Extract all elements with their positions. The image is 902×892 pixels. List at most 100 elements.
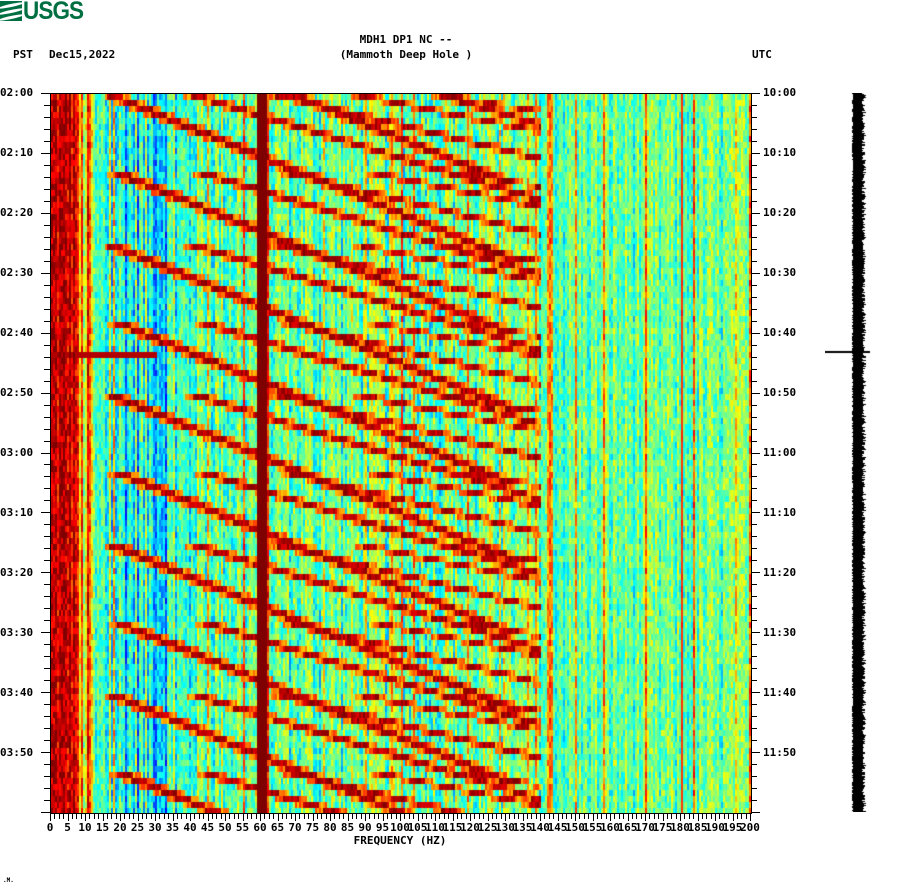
y-tick-left <box>44 620 50 621</box>
x-tick <box>278 813 279 821</box>
spectrogram-canvas <box>51 94 751 813</box>
x-tick <box>186 813 187 819</box>
y-tick-left <box>44 800 50 801</box>
x-tick <box>129 813 130 819</box>
x-tick <box>299 813 300 819</box>
x-tick-label: 70 <box>288 821 302 834</box>
x-tick <box>680 813 681 821</box>
x-tick <box>103 813 104 821</box>
y-tick-right <box>751 740 757 741</box>
y-tick-label-left: 03:40 <box>0 686 34 699</box>
x-tick <box>676 813 677 819</box>
y-tick-right <box>751 512 760 513</box>
y-tick-left <box>44 548 50 549</box>
x-tick <box>614 813 615 819</box>
x-tick <box>505 813 506 821</box>
x-tick-label: 120 <box>460 821 480 834</box>
x-tick <box>361 813 362 819</box>
y-tick-right <box>751 153 760 154</box>
x-tick <box>715 813 716 821</box>
y-tick-left <box>44 141 50 142</box>
y-tick-right <box>751 584 757 585</box>
x-tick-label: 130 <box>495 821 515 834</box>
y-tick-right <box>751 656 757 657</box>
y-tick-right <box>751 273 760 274</box>
y-tick-left <box>44 285 50 286</box>
y-tick-label-right: 10:40 <box>763 326 797 339</box>
x-tick <box>313 813 314 821</box>
x-tick <box>422 813 423 819</box>
x-tick <box>334 813 335 819</box>
x-tick <box>540 813 541 821</box>
x-tick <box>461 813 462 819</box>
x-tick <box>317 813 318 819</box>
y-tick-right <box>751 560 757 561</box>
x-tick <box>698 813 699 821</box>
x-tick <box>146 813 147 819</box>
x-tick <box>59 813 60 819</box>
x-tick-label: 200 <box>740 821 760 834</box>
x-tick <box>343 813 344 819</box>
y-tick-left <box>44 381 50 382</box>
x-tick <box>439 813 440 819</box>
y-tick-right <box>751 429 757 430</box>
y-tick-left <box>44 596 50 597</box>
y-tick-left <box>41 692 50 693</box>
y-tick-right <box>751 500 757 501</box>
x-tick <box>107 813 108 819</box>
x-tick <box>584 813 585 819</box>
x-tick-label: 175 <box>652 821 673 834</box>
y-tick-right <box>751 716 757 717</box>
x-tick <box>229 813 230 819</box>
x-tick-label: 10 <box>78 821 92 834</box>
y-tick-label-left: 03:30 <box>0 626 34 639</box>
x-tick <box>418 813 419 821</box>
x-tick <box>571 813 572 819</box>
x-tick <box>304 813 305 819</box>
x-tick <box>636 813 637 819</box>
x-tick-label: 105 <box>407 821 428 834</box>
y-tick-left <box>44 369 50 370</box>
y-tick-left <box>44 321 50 322</box>
y-tick-right <box>751 453 760 454</box>
y-tick-left <box>41 632 50 633</box>
x-tick <box>671 813 672 819</box>
x-tick-label: 35 <box>165 821 180 834</box>
x-tick <box>321 813 322 819</box>
x-tick <box>269 813 270 819</box>
y-tick-left <box>44 764 50 765</box>
x-tick <box>724 813 725 819</box>
x-tick-label: 85 <box>340 821 355 834</box>
y-tick-label-right: 10:30 <box>763 266 797 279</box>
x-tick <box>330 813 331 821</box>
y-tick-left <box>44 237 50 238</box>
x-tick-label: 15 <box>95 821 110 834</box>
y-tick-right <box>751 812 760 813</box>
x-tick <box>706 813 707 819</box>
x-tick <box>400 813 401 821</box>
y-tick-left <box>44 165 50 166</box>
x-tick <box>523 813 524 821</box>
y-tick-right <box>751 261 757 262</box>
y-tick-left <box>44 189 50 190</box>
x-tick-label: 55 <box>235 821 250 834</box>
x-tick <box>453 813 454 821</box>
x-tick <box>348 813 349 821</box>
x-tick <box>474 813 475 819</box>
x-tick <box>339 813 340 819</box>
footer-mark: .M. <box>3 877 14 884</box>
y-tick-left <box>44 680 50 681</box>
y-tick-left <box>44 309 50 310</box>
y-tick-right <box>751 572 760 573</box>
y-tick-left <box>44 668 50 669</box>
y-tick-right <box>751 632 760 633</box>
x-tick <box>750 813 751 821</box>
x-tick-label: 25 <box>130 821 145 834</box>
y-tick-right <box>751 524 757 525</box>
x-tick <box>234 813 235 819</box>
x-tick <box>72 813 73 819</box>
x-tick <box>133 813 134 819</box>
x-tick <box>194 813 195 819</box>
x-tick <box>81 813 82 819</box>
x-tick <box>216 813 217 819</box>
